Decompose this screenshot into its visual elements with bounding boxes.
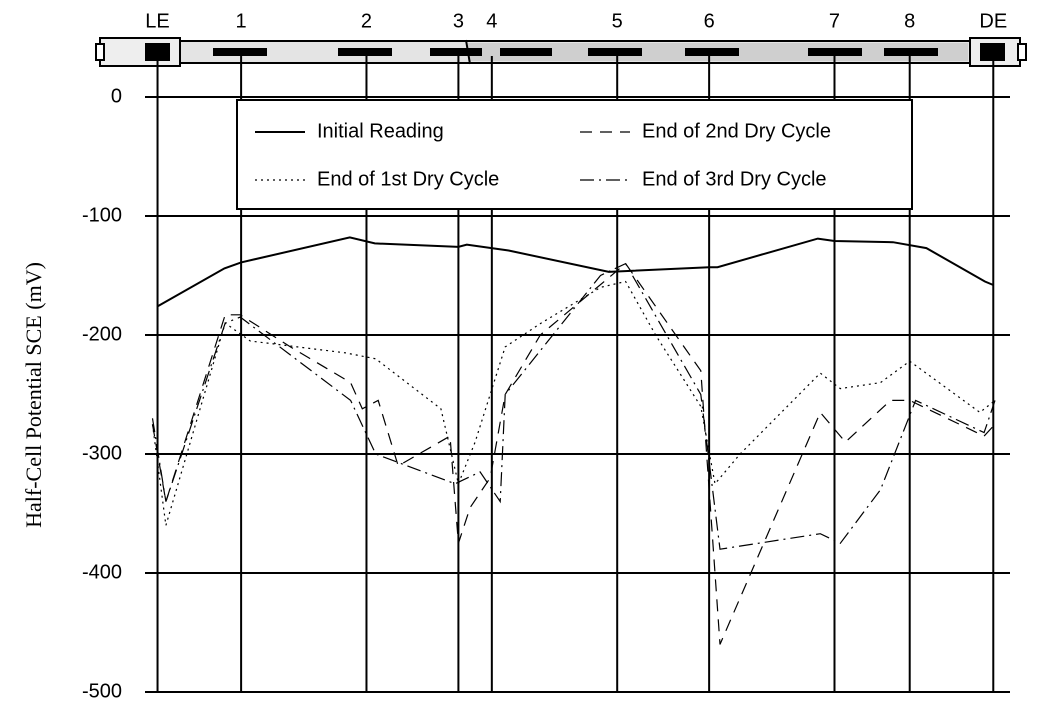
data-line <box>157 236 994 308</box>
legend: Initial Reading End of 1st Dry Cycle End o… <box>236 99 913 210</box>
y-tick-label: 0 <box>111 85 122 107</box>
x-tick-label: DE <box>979 10 1007 32</box>
y-tick-label: -400 <box>82 561 122 583</box>
x-tick-label: 6 <box>704 10 715 32</box>
legend-box <box>236 99 913 210</box>
data-line <box>151 280 996 526</box>
data-line <box>151 262 996 645</box>
x-tick-label: 8 <box>904 10 915 32</box>
y-tick-label: -200 <box>82 323 122 345</box>
y-tick-label: -300 <box>82 442 122 464</box>
x-tick-label: LE <box>145 10 169 32</box>
legend-label: End of 1st Dry Cycle <box>317 168 499 190</box>
legend-label: End of 3rd Dry Cycle <box>642 168 827 190</box>
x-tick-label: 5 <box>612 10 623 32</box>
data-line <box>151 262 996 550</box>
legend-label: End of 2nd Dry Cycle <box>642 120 831 142</box>
specimen-bar <box>95 37 1027 67</box>
x-tick-label: 3 <box>453 10 464 32</box>
y-axis-label: Half-Cell Potential SCE (mV) <box>21 262 46 528</box>
x-tick-label: 4 <box>486 10 497 32</box>
x-tick-label: 7 <box>829 10 840 32</box>
x-tick-label: 1 <box>236 10 247 32</box>
legend-label: Initial Reading <box>317 120 444 142</box>
x-tick-label: 2 <box>361 10 372 32</box>
y-tick-label: -100 <box>82 204 122 226</box>
y-tick-label: -500 <box>82 680 122 702</box>
